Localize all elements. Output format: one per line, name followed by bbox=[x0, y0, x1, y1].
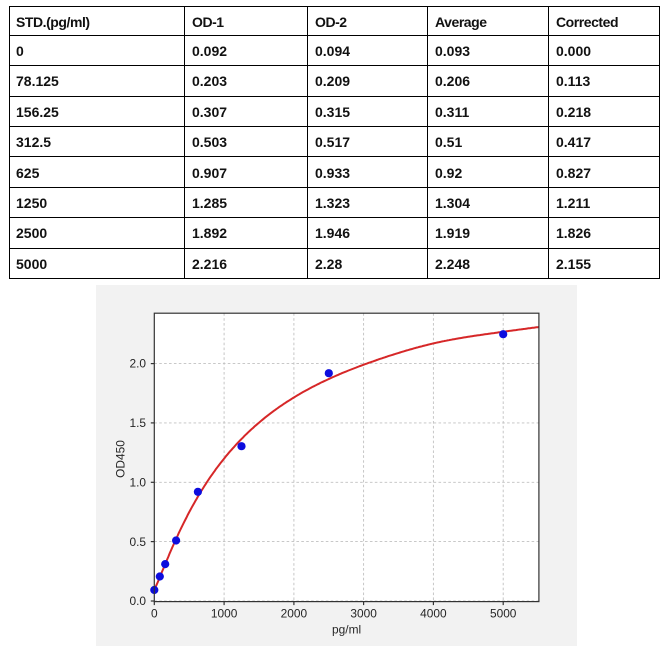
svg-text:1.5: 1.5 bbox=[129, 416, 146, 430]
svg-text:pg/ml: pg/ml bbox=[332, 623, 361, 637]
svg-text:0: 0 bbox=[151, 607, 158, 621]
svg-text:0.5: 0.5 bbox=[129, 535, 146, 549]
svg-text:2.0: 2.0 bbox=[129, 357, 146, 371]
svg-text:OD450: OD450 bbox=[114, 440, 128, 478]
svg-text:2000: 2000 bbox=[281, 607, 308, 621]
svg-text:0.0: 0.0 bbox=[129, 594, 146, 608]
svg-text:5000: 5000 bbox=[490, 607, 517, 621]
svg-text:1000: 1000 bbox=[211, 607, 238, 621]
svg-text:3000: 3000 bbox=[350, 607, 377, 621]
svg-text:4000: 4000 bbox=[420, 607, 447, 621]
svg-text:1.0: 1.0 bbox=[129, 475, 146, 489]
